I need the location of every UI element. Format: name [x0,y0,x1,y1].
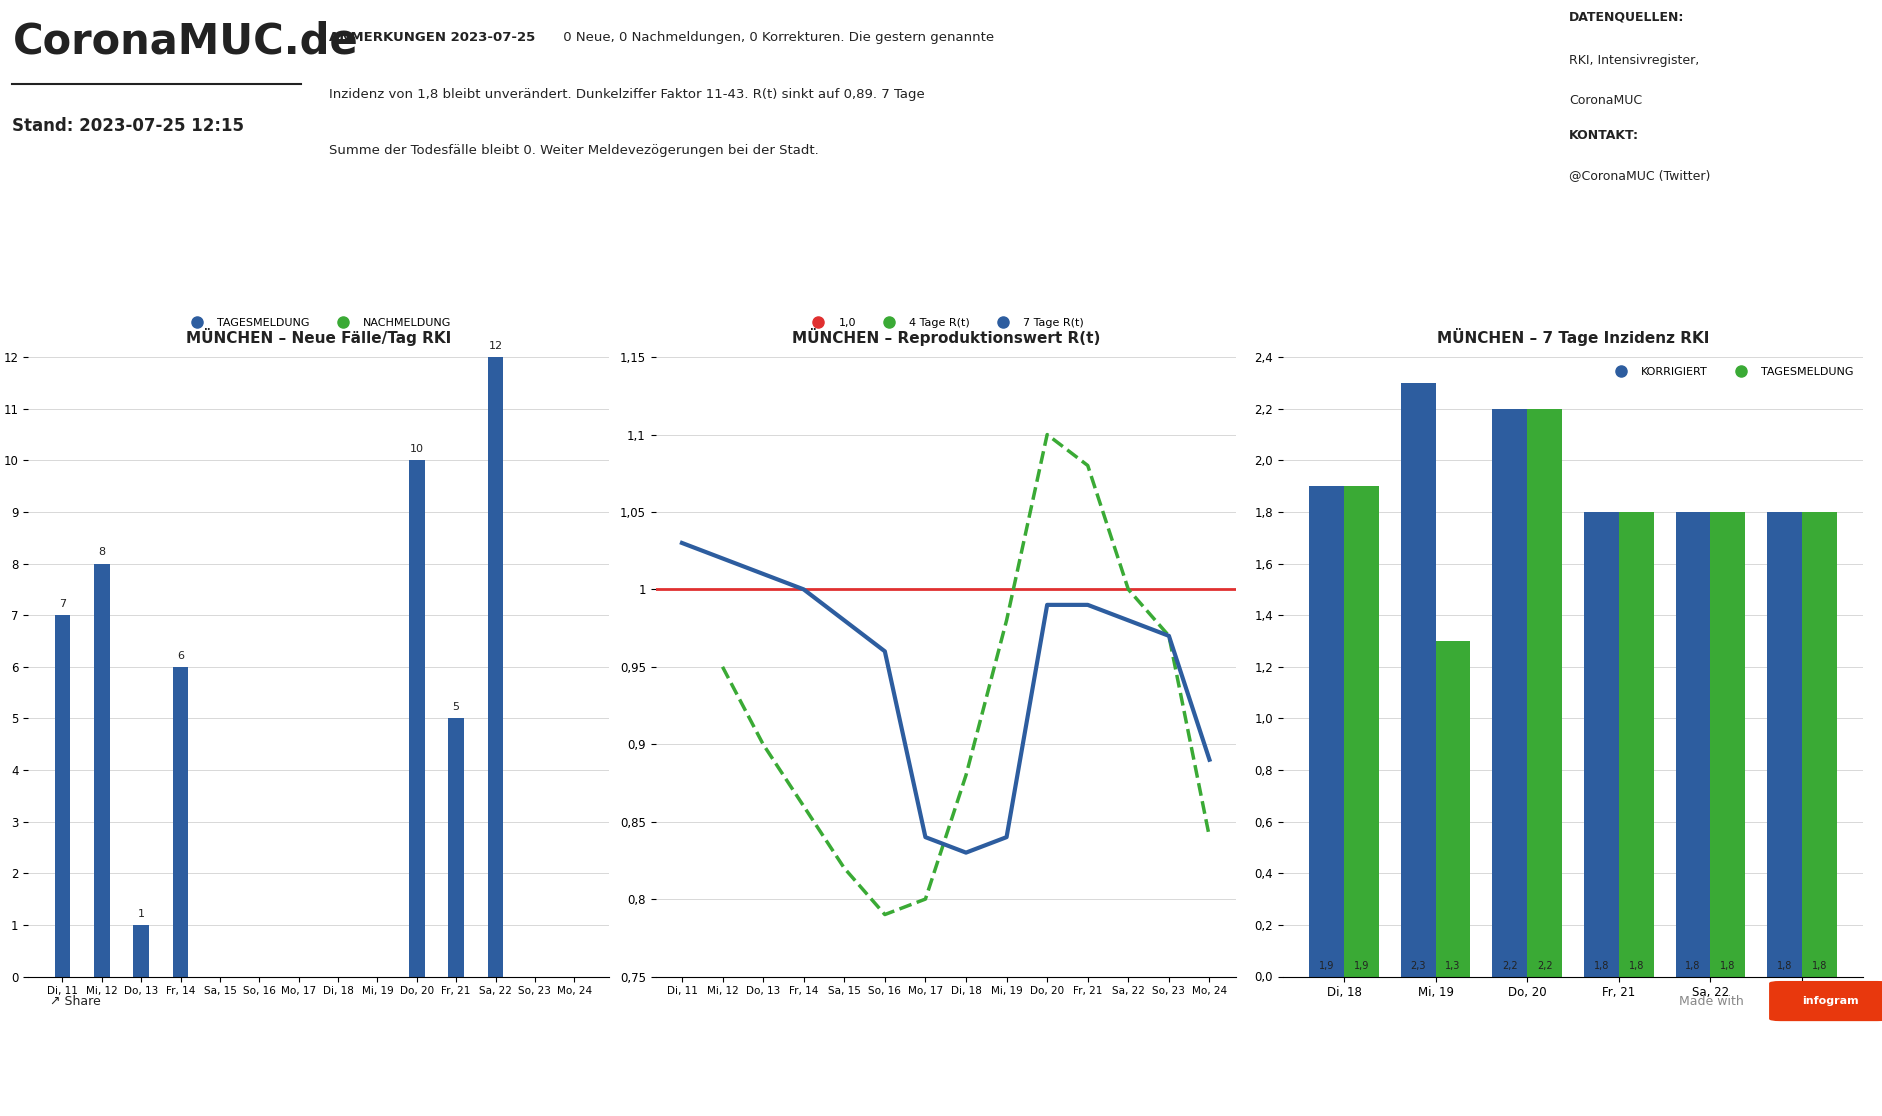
Text: 5: 5 [454,702,459,712]
Title: MÜNCHEN – 7 Tage Inzidenz RKI: MÜNCHEN – 7 Tage Inzidenz RKI [1436,328,1709,346]
Bar [1711,512,1745,976]
Text: 3: 3 [708,248,734,281]
Text: Di–Sa.*: Di–Sa.* [450,333,489,343]
Bar [1400,383,1436,976]
Bar [408,460,425,976]
Bar [1344,487,1380,976]
Text: 2,3: 2,3 [1410,961,1427,971]
Bar [1310,487,1344,976]
Text: 2,2: 2,2 [1538,961,1553,971]
Text: Stand: 2023-07-25 12:15: Stand: 2023-07-25 12:15 [13,116,245,135]
Text: 1: 1 [137,908,145,918]
Text: 10: 10 [410,444,423,454]
Bar [55,615,70,976]
Text: 6: 6 [177,651,184,661]
Bar [134,925,149,976]
Legend: TAGESMELDUNG, NACHMELDUNG: TAGESMELDUNG, NACHMELDUNG [181,314,455,333]
Bar [1492,408,1528,976]
Legend: KORRIGIERT, TAGESMELDUNG: KORRIGIERT, TAGESMELDUNG [1605,363,1858,382]
Text: IFR/KH basiert: IFR/KH basiert [1058,307,1135,317]
Text: 8: 8 [98,547,105,557]
Title: MÜNCHEN – Neue Fälle/Tag RKI: MÜNCHEN – Neue Fälle/Tag RKI [186,328,452,346]
Text: 12: 12 [489,340,502,350]
Text: 1,9: 1,9 [1353,961,1370,971]
Legend: 1,0, 4 Tage R(t), 7 Tage R(t): 1,0, 4 Tage R(t), 7 Tage R(t) [804,314,1088,333]
Text: DATENQUELLEN:: DATENQUELLEN: [1570,10,1684,23]
Text: +0: +0 [442,244,497,278]
Text: @CoronaMUC (Twitter): @CoronaMUC (Twitter) [1570,169,1711,182]
Bar [487,357,502,976]
Bar [1801,512,1837,976]
Bar [1585,512,1619,976]
Text: infogram: infogram [1801,997,1858,1006]
Bar [1619,512,1654,976]
Text: 0 Neue, 0 Nachmeldungen, 0 Korrekturen. Die gestern genannte: 0 Neue, 0 Nachmeldungen, 0 Korrekturen. … [559,31,994,44]
Bar [1675,512,1711,976]
Text: 1,8: 1,8 [1777,961,1792,971]
Text: Di–Sa.*: Di–Sa.* [136,333,177,343]
Text: Quelle: CoronaMUC: Quelle: CoronaMUC [1357,307,1464,317]
Text: 1,9: 1,9 [1319,961,1334,971]
Bar [1436,641,1470,976]
Text: +0: +0 [128,244,184,278]
Text: Täglich: Täglich [764,333,804,343]
Text: RKI, Intensivregister,: RKI, Intensivregister, [1570,55,1699,67]
Text: 1,8: 1,8 [1812,961,1827,971]
Text: CoronaMUC.de: CoronaMUC.de [13,20,358,62]
Text: ↗ Share: ↗ Share [51,994,100,1008]
Text: 1,8: 1,8 [1684,961,1701,971]
Bar [94,564,109,976]
Text: Summe der Todesfälle bleibt 0. Weiter Meldevezögerungen bei der Stadt.: Summe der Todesfälle bleibt 0. Weiter Me… [329,144,819,157]
Text: BESTÄTIGTE FÄLLE: BESTÄTIGTE FÄLLE [100,214,213,224]
Text: 2,2: 2,2 [1502,961,1517,971]
Text: Made with: Made with [1679,994,1743,1008]
Text: 11–43: 11–43 [1037,244,1156,278]
Text: Gesamt: 721.770: Gesamt: 721.770 [109,307,203,317]
Text: Täglich: Täglich [1391,333,1430,343]
Text: Gesamt: 2.648: Gesamt: 2.648 [429,307,510,317]
Text: REPRODUKTIONSWERT: REPRODUKTIONSWERT [1340,214,1481,224]
Text: INZIDENZ RKI: INZIDENZ RKI [1683,214,1765,224]
Title: MÜNCHEN – Reproduktionswert R(t): MÜNCHEN – Reproduktionswert R(t) [792,328,1099,346]
Text: Inzidenz von 1,8 bleibt unverändert. Dunkelziffer Faktor 11-43. R(t) sinkt auf 0: Inzidenz von 1,8 bleibt unverändert. Dun… [329,88,924,100]
Text: 0,89 ▼: 0,89 ▼ [1346,244,1475,278]
Text: 7: 7 [58,599,66,609]
Text: DUNKELZIFFER FAKTOR: DUNKELZIFFER FAKTOR [1026,214,1169,224]
Bar [448,719,465,976]
Text: 1,8: 1,8 [1628,961,1643,971]
Text: 1,8: 1,8 [1594,961,1609,971]
Text: KONTAKT:: KONTAKT: [1570,128,1639,142]
Text: INTENSIVBETTENBELEGUNG: INTENSIVBETTENBELEGUNG [698,214,868,224]
FancyBboxPatch shape [1769,981,1882,1021]
Text: * RKI Zahlen zu Inzidenz, Fallzahlen, Nachmeldungen und Todesfällen: Dienstag bi: * RKI Zahlen zu Inzidenz, Fallzahlen, Na… [401,1051,1481,1069]
Text: 1,8: 1,8 [1720,961,1735,971]
Text: 1,3: 1,3 [1445,961,1460,971]
Text: Täglich: Täglich [1077,333,1116,343]
Text: MÜNCHEN: MÜNCHEN [694,306,747,316]
Bar [1528,408,1562,976]
Bar [173,666,188,976]
Text: ANMERKUNGEN 2023-07-25: ANMERKUNGEN 2023-07-25 [329,31,534,44]
Text: +1: +1 [811,248,868,281]
Text: TODESFÄLLE: TODESFÄLLE [431,214,508,224]
Text: VERÄNDERUNG: VERÄNDERUNG [800,306,879,316]
Text: CoronaMUC: CoronaMUC [1570,95,1643,107]
Text: Di–Sa.*: Di–Sa.* [1705,307,1745,317]
Bar [1767,512,1801,976]
Text: 1,1: 1,1 [1692,244,1756,278]
